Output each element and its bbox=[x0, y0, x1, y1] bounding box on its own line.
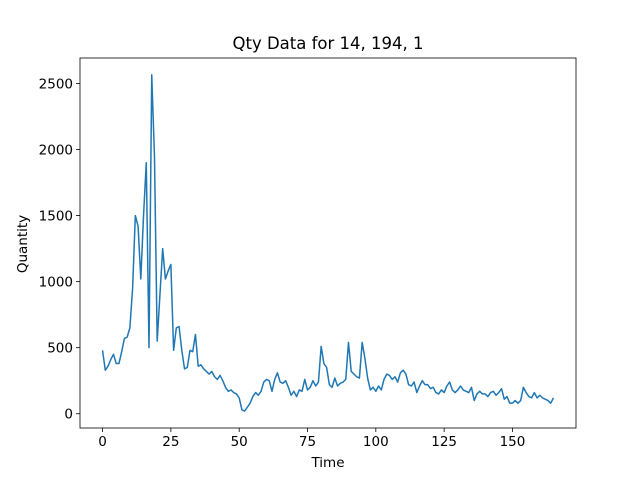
y-tick-label: 500 bbox=[47, 341, 73, 357]
x-tick-label: 50 bbox=[231, 434, 248, 450]
x-tick-label: 75 bbox=[299, 434, 316, 450]
y-tick-label: 2000 bbox=[39, 143, 73, 159]
y-tick-label: 1000 bbox=[39, 275, 73, 291]
x-tick-label: 100 bbox=[363, 434, 389, 450]
y-tick-label: 0 bbox=[64, 407, 73, 423]
y-axis-label: Quantity bbox=[15, 215, 31, 273]
x-tick-label: 25 bbox=[162, 434, 179, 450]
x-axis-label: Time bbox=[310, 455, 344, 471]
x-tick-label: 125 bbox=[431, 434, 457, 450]
data-line bbox=[101, 74, 555, 412]
y-tick-label: 2500 bbox=[39, 76, 73, 92]
chart-title: Qty Data for 14, 194, 1 bbox=[232, 34, 423, 53]
plot-frame bbox=[79, 57, 577, 429]
y-tick-label: 1500 bbox=[39, 209, 73, 225]
x-tick-label: 150 bbox=[500, 434, 526, 450]
x-tick-label: 0 bbox=[98, 434, 107, 450]
